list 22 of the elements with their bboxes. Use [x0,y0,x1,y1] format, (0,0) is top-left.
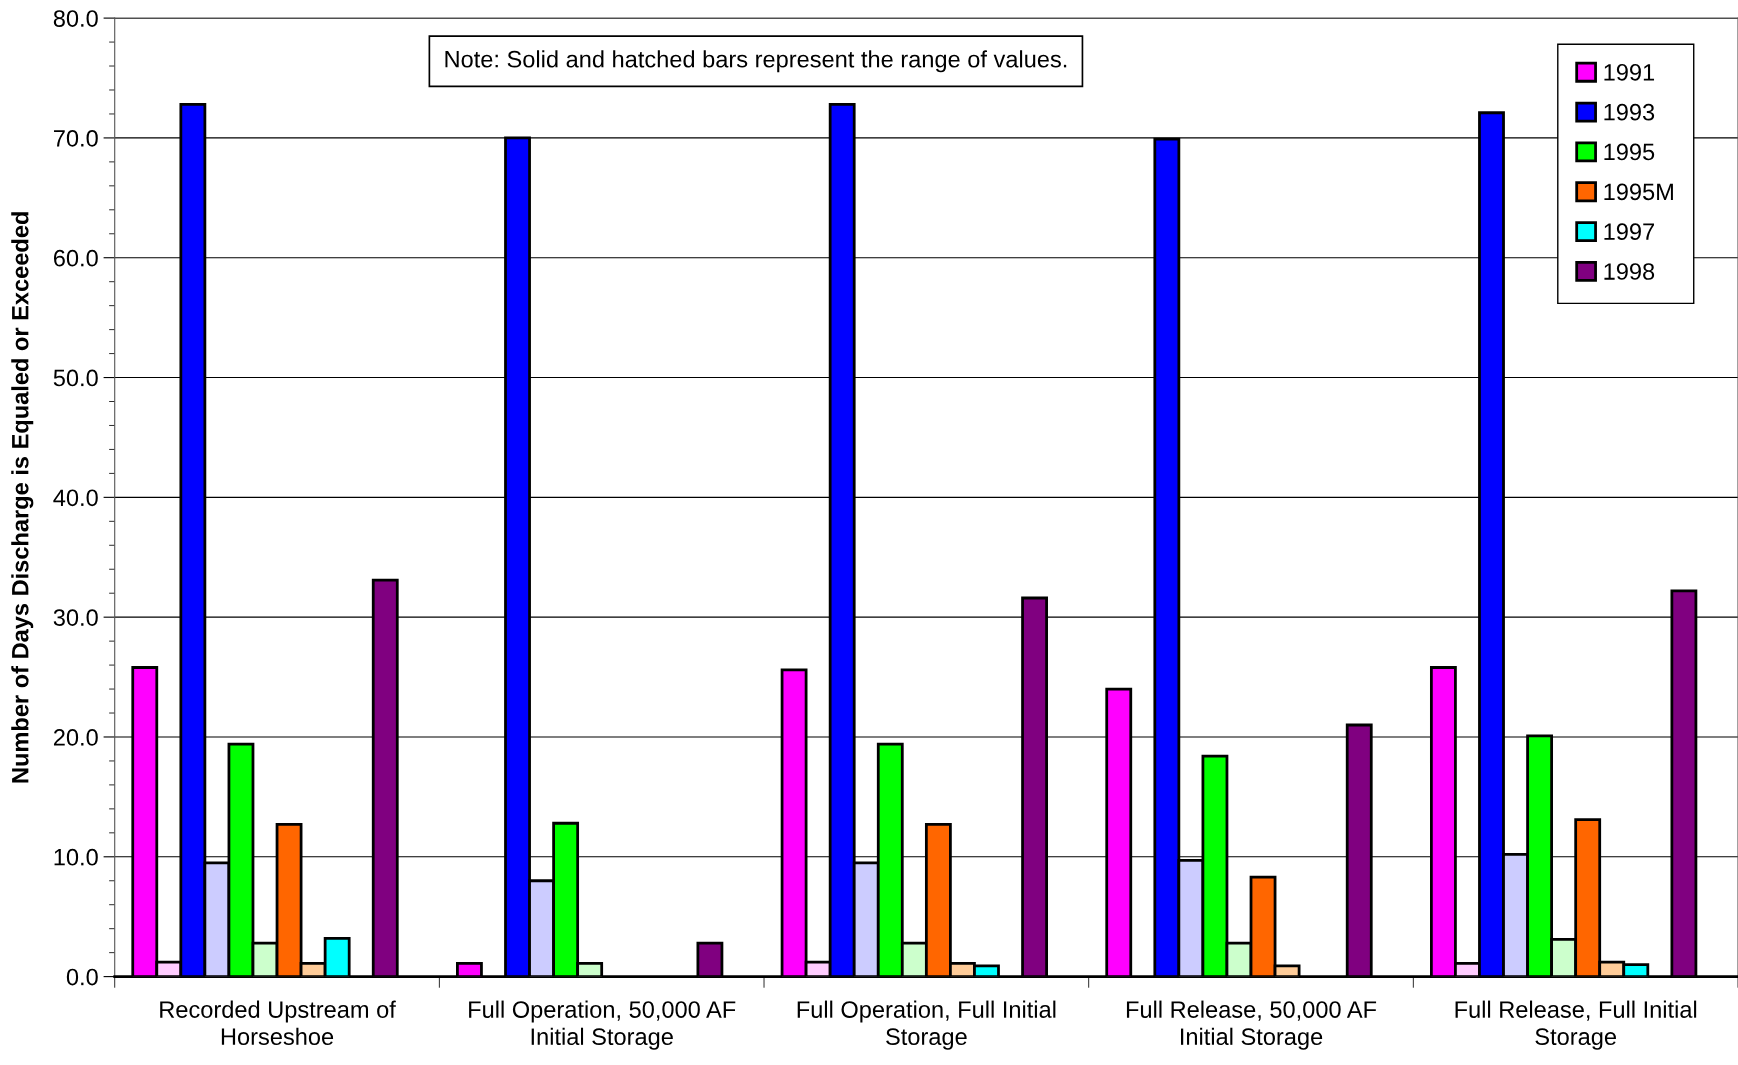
y-tick-label: 80.0 [53,10,98,27]
legend-label: 1995M [1604,183,1673,201]
x-tick-label: Full Release, 50,000 AF Initial Storage [1126,1000,1377,1050]
y-tick-label: 0.0 [66,968,98,986]
legend-label: 1993 [1604,103,1655,121]
y-tick-label: 10.0 [54,848,98,866]
legend-label: 1997 [1604,223,1654,241]
y-axis-title: Number of Days Discharge is Equaled or Exceeded [11,212,34,783]
legend-label: 1991 [1604,63,1655,81]
y-tick-label: 70.0 [54,129,98,147]
y-tick-label: 50.0 [53,369,98,387]
x-tick-label: Full Operation, Full Initial Storage [797,1000,1056,1050]
y-tick-label: 30.0 [53,609,98,626]
y-tick-label: 20.0 [53,729,98,746]
x-tick-label: Recorded Upstream of Horseshoe [160,1000,396,1046]
y-tick-label: 60.0 [53,249,98,267]
legend-label: 1995 [1604,143,1655,161]
x-tick-label: Full Release, Full Initial Storage [1455,1000,1697,1050]
y-tick-label: 40.0 [53,489,98,507]
x-tick-label: Full Operation, 50,000 AF Initial Storage [469,1000,736,1050]
legend-label: 1998 [1604,263,1655,280]
annotation: Note: Solid and hatched bars represent the range of values. [445,50,1067,73]
